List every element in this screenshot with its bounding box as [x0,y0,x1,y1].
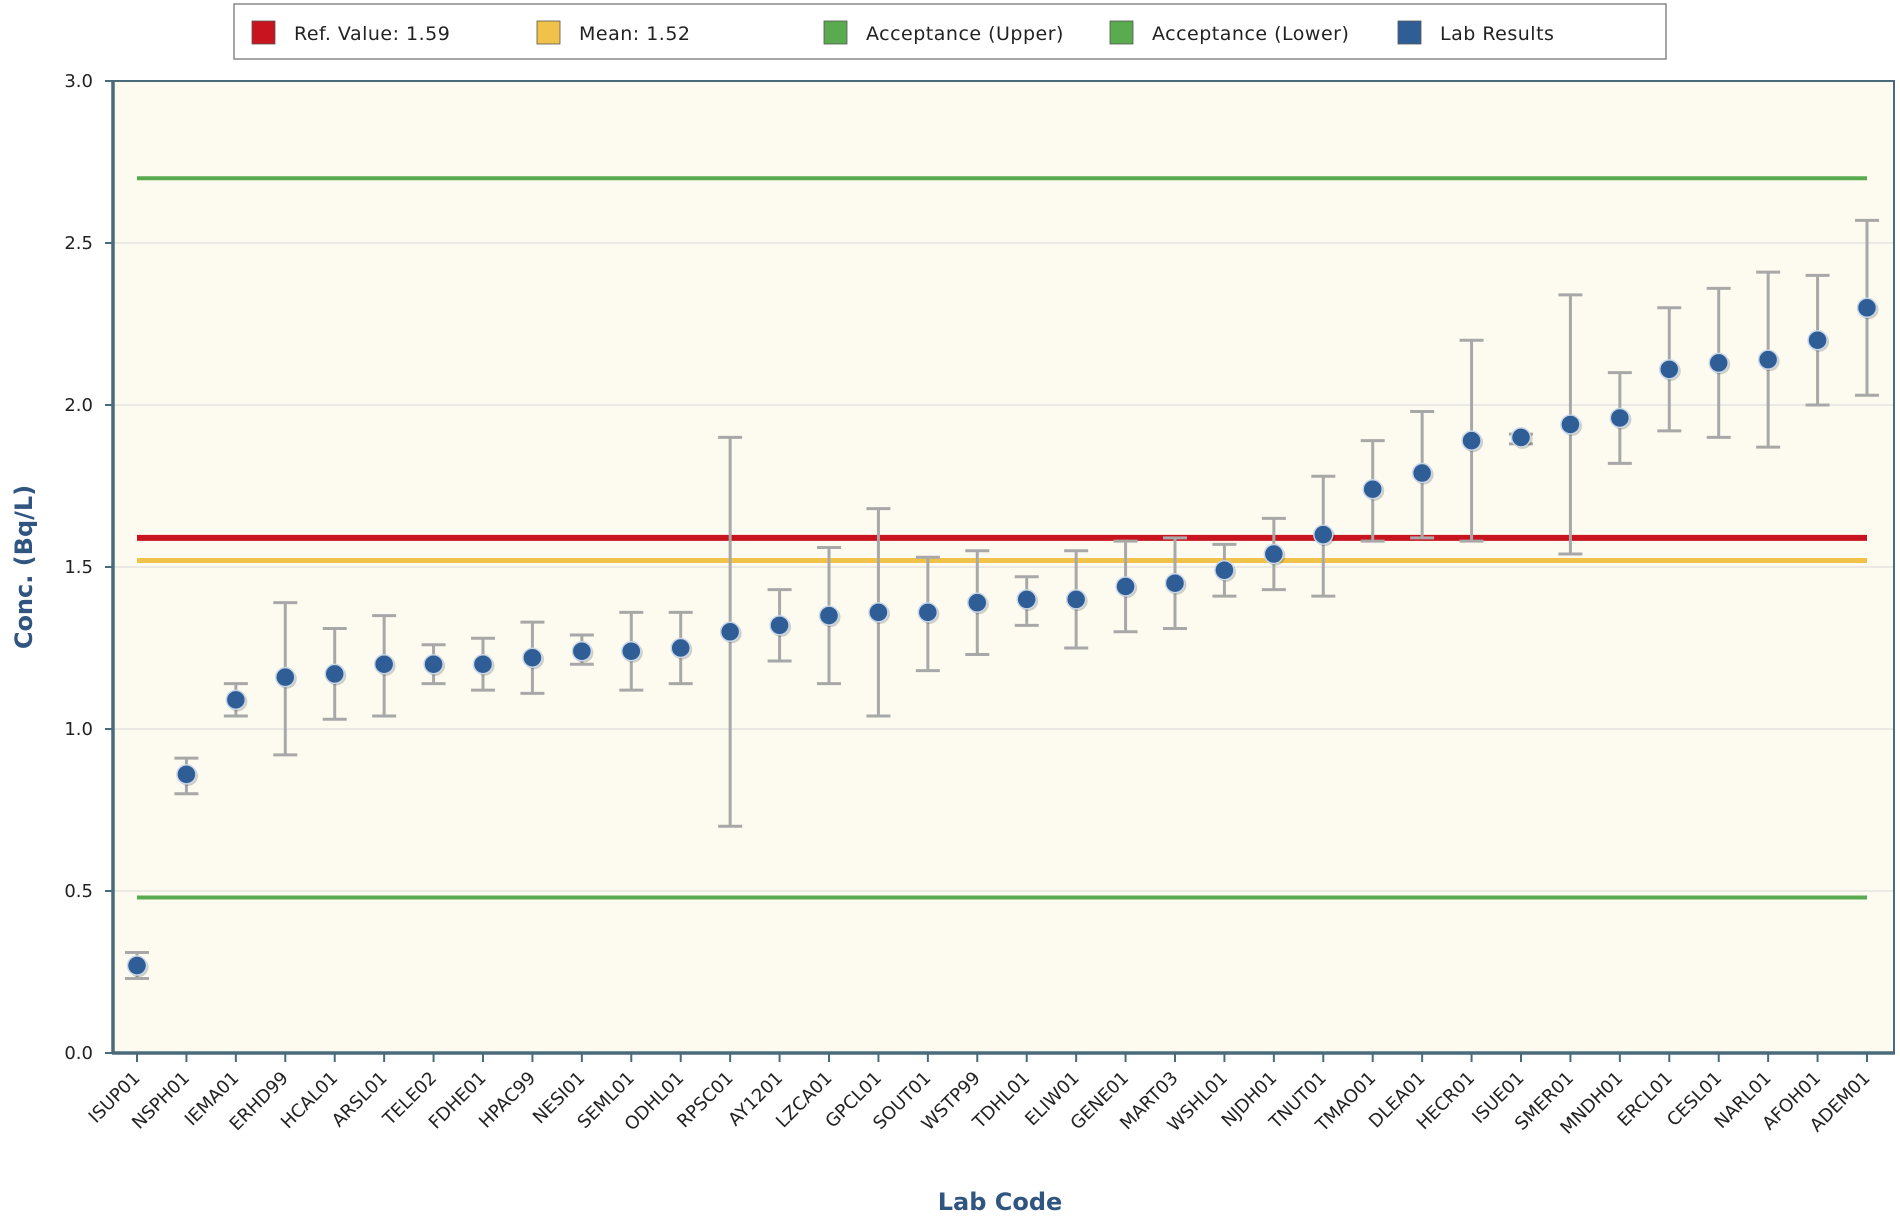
data-point [126,955,148,976]
data-point [571,640,593,662]
legend-swatch [1397,20,1422,45]
data-point [1214,559,1235,581]
data-point [1807,329,1828,351]
data-point [1510,427,1532,448]
data-point [719,621,741,643]
legend: Ref. Value: 1.59 Mean: 1.52 Acceptance (Up… [233,3,1667,60]
data-point [324,663,345,685]
data-point [868,602,889,623]
data-point [1659,359,1680,380]
data-point [423,653,444,675]
data-point [967,592,988,613]
y-tick-label: 2.0 [64,395,93,416]
data-point [275,666,296,688]
data-point [1065,589,1087,610]
data-point [917,602,939,623]
x-tick-label: ARSL01 [328,1068,392,1132]
legend-swatch [251,20,276,45]
data-point [1313,524,1334,545]
legend-item: Mean: 1.52 [536,20,691,45]
legend-swatch [536,20,561,45]
data-point [1263,543,1285,565]
legend-item: Acceptance (Lower) [1109,20,1349,45]
legend-item: Ref. Value: 1.59 [251,20,450,45]
data-point [1164,572,1186,594]
legend-label: Ref. Value: 1.59 [294,23,450,45]
data-point [1115,576,1136,597]
data-point [176,764,197,785]
data-point [373,653,395,675]
y-axis-title: Conc. (Bq/L) [10,485,38,649]
data-point [1757,349,1779,370]
reference-lines [137,176,1867,900]
legend-item: Acceptance (Upper) [823,20,1064,45]
data-point [1560,414,1581,435]
data-point [769,615,790,636]
y-axis-ticks: 0.0 0.5 1.0 1.5 2.0 2.5 3.0 [64,71,113,1064]
data-point [621,640,642,662]
y-tick-label: 1.5 [64,557,93,578]
y-tick-label: 0.0 [64,1043,93,1064]
x-axis-title: Lab Code [938,1188,1063,1216]
lab-results-points [126,297,1879,978]
x-axis-ticks: ISUP01NSPH01IEMA01ERHD99HCAL01ARSL01TELE… [85,1053,1875,1139]
legend-swatch [1109,20,1134,45]
data-point [1461,430,1482,451]
data-point [522,647,543,668]
data-point [1708,352,1729,374]
y-tick-label: 0.5 [64,881,93,902]
legend-label: Acceptance (Upper) [866,23,1064,45]
data-point [1856,297,1878,319]
data-point [225,689,247,711]
legend-label: Lab Results [1440,23,1554,45]
legend-label: Mean: 1.52 [579,23,691,45]
data-point [472,653,494,675]
y-tick-label: 3.0 [64,71,93,92]
data-point [1411,462,1433,484]
data-point [818,605,840,626]
legend-swatch [823,20,848,45]
y-tick-label: 2.5 [64,233,93,254]
gridlines [113,242,1894,892]
data-point [1609,407,1631,429]
legend-item: Lab Results [1397,20,1554,45]
legend-box [233,3,1667,60]
data-point [1362,478,1383,500]
legend-label: Acceptance (Lower) [1152,23,1349,45]
y-tick-label: 1.0 [64,719,93,740]
data-point [670,637,691,659]
data-point [1016,589,1037,610]
